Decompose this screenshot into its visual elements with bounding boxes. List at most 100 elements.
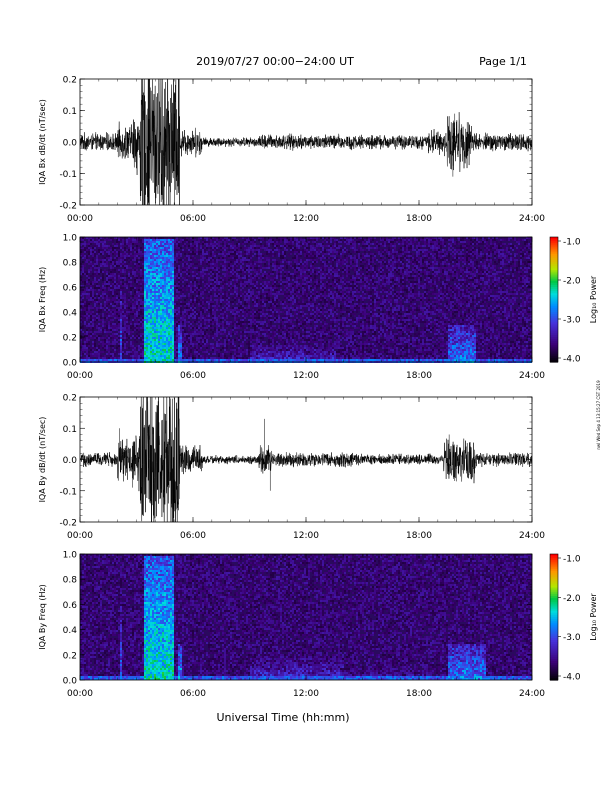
y-tick-label: 0.1	[63, 107, 77, 117]
spectrogram-cell-group	[172, 670, 174, 672]
spectrogram-cell-group	[120, 351, 122, 353]
colorbar-segment	[550, 312, 558, 315]
page-number: Page 1/1	[479, 55, 527, 68]
spectrogram-cell-group	[502, 676, 504, 678]
x-tick-label: 06:00	[180, 371, 206, 381]
colorbar-label: Log₁₀ Power	[589, 275, 598, 323]
colorbar-segment	[550, 357, 558, 361]
spectrogram-cell-group	[152, 349, 154, 351]
spectrogram-cell-group	[168, 564, 172, 566]
spectrogram-cell-group	[166, 347, 172, 363]
colorbar-segment	[550, 347, 558, 351]
spectrogram-cell-group	[162, 660, 164, 662]
spectrogram-cell-group	[152, 634, 154, 636]
x-tick-label: 24:00	[519, 214, 545, 224]
colorbar-segment	[550, 237, 558, 240]
spectrogram-cell-group	[80, 558, 526, 674]
colorbar-segment	[550, 307, 558, 311]
spectrogram-cell-group	[158, 636, 160, 638]
colorbar-segment	[550, 334, 558, 338]
spectrogram-cell-group	[162, 668, 180, 680]
spectrogram-cell-group	[168, 668, 170, 670]
colorbar-segment	[550, 560, 558, 563]
y-tick-label: 0.4	[63, 309, 78, 319]
spectrogram-cell-group	[156, 339, 158, 341]
spectrogram-cell-group	[160, 339, 170, 353]
y-tick-label: 0.2	[63, 394, 77, 404]
spectrogram-cell-group	[156, 632, 168, 678]
spectrogram-cell-group	[162, 672, 164, 674]
colorbar-segment	[550, 663, 558, 666]
colorbar-frame	[549, 236, 559, 363]
spectrogram-cell-group	[158, 345, 160, 347]
spectrogram-cell-group	[474, 660, 478, 672]
spectrogram-cell-group	[250, 658, 486, 676]
colorbar-segment	[550, 259, 558, 263]
spectrogram-cell-group	[146, 670, 148, 672]
spectrogram-cell-group	[94, 239, 532, 357]
spectrogram-cell-group	[150, 646, 152, 648]
colorbar-segment	[550, 314, 558, 317]
y-tick-label: -0.1	[59, 170, 77, 180]
spectrogram-cell-group	[170, 668, 172, 670]
colorbar-segment	[550, 635, 558, 639]
spectrogram-cell-group	[258, 345, 284, 355]
colorbar-tick-label: -4.0	[563, 673, 581, 683]
colorbar-segment	[550, 295, 558, 299]
colorbar-tick-label: -2.0	[563, 277, 581, 287]
spectrogram-cell-group	[168, 309, 170, 311]
spectrogram-cell-group	[164, 319, 170, 325]
y-tick-label: 0.6	[63, 284, 78, 294]
spectrogram-cell-group	[144, 640, 146, 642]
spectrogram-cell-group	[158, 634, 160, 636]
y-axis-label: IQA By dB/dt (nT/sec)	[38, 417, 47, 503]
spectrogram-cell-group	[470, 652, 472, 654]
y-tick-label: 0.0	[63, 359, 78, 369]
spectrogram-cell-group	[310, 658, 312, 660]
colorbar-segment	[550, 245, 558, 249]
spectrogram-cell-group	[166, 666, 168, 668]
x-tick-label: 00:00	[67, 371, 93, 381]
spectrogram-cell-group	[164, 668, 166, 670]
spectrogram-cell-group	[172, 674, 174, 676]
spectrogram-cell-group	[164, 630, 166, 632]
colorbar-segment	[550, 299, 558, 303]
spectrogram-cell-group	[148, 650, 150, 652]
colorbar-segment	[550, 332, 558, 336]
spectrogram-cell-group	[154, 349, 156, 351]
colorbar-segment	[550, 633, 558, 637]
spectrogram-cell-group	[172, 646, 174, 648]
spectrogram-cell-group	[158, 594, 166, 680]
y-axis-label: IQA Bx dB/dt (nT/sec)	[38, 99, 47, 185]
colorbar-segment	[550, 610, 558, 614]
spectrogram-cell-group	[154, 359, 156, 361]
spectrogram-cell-group	[152, 281, 158, 313]
spectrogram-cell-group	[160, 666, 162, 668]
spectrogram-cell-group	[164, 678, 166, 680]
colorbar-segment	[550, 266, 558, 269]
spectrogram-cell-group	[144, 656, 146, 658]
x-tick-label: 06:00	[180, 531, 206, 541]
spectrogram-cell-group	[106, 359, 108, 361]
spectrogram-cell-group	[148, 275, 166, 349]
spectrogram-cell-group	[196, 676, 198, 678]
spectrogram-cell-group	[80, 237, 510, 359]
colorbar-tick-label: -1.0	[563, 555, 581, 565]
colorbar-segment	[550, 589, 558, 593]
spectrogram-cell-group	[170, 674, 172, 676]
spectrogram-cell-group	[146, 349, 148, 351]
spectrogram-cell-group	[256, 668, 258, 670]
spectrogram-cell-group	[168, 283, 170, 285]
spectrogram-cell-group	[150, 351, 152, 353]
x-tick-label: 24:00	[519, 689, 545, 699]
y-tick-label: 0.2	[63, 334, 77, 344]
colorbar-segment	[550, 579, 558, 582]
spectrogram-cell-group	[160, 640, 162, 642]
spectrogram-cell-group	[466, 660, 468, 662]
spectrogram-cell-group	[154, 666, 158, 670]
spectrogram-cell-group	[262, 666, 326, 676]
colorbar-segment	[550, 638, 558, 641]
colorbar-segment	[550, 241, 558, 244]
spectrogram-cell-group	[80, 237, 528, 353]
spectrogram-cell-group	[306, 676, 308, 678]
